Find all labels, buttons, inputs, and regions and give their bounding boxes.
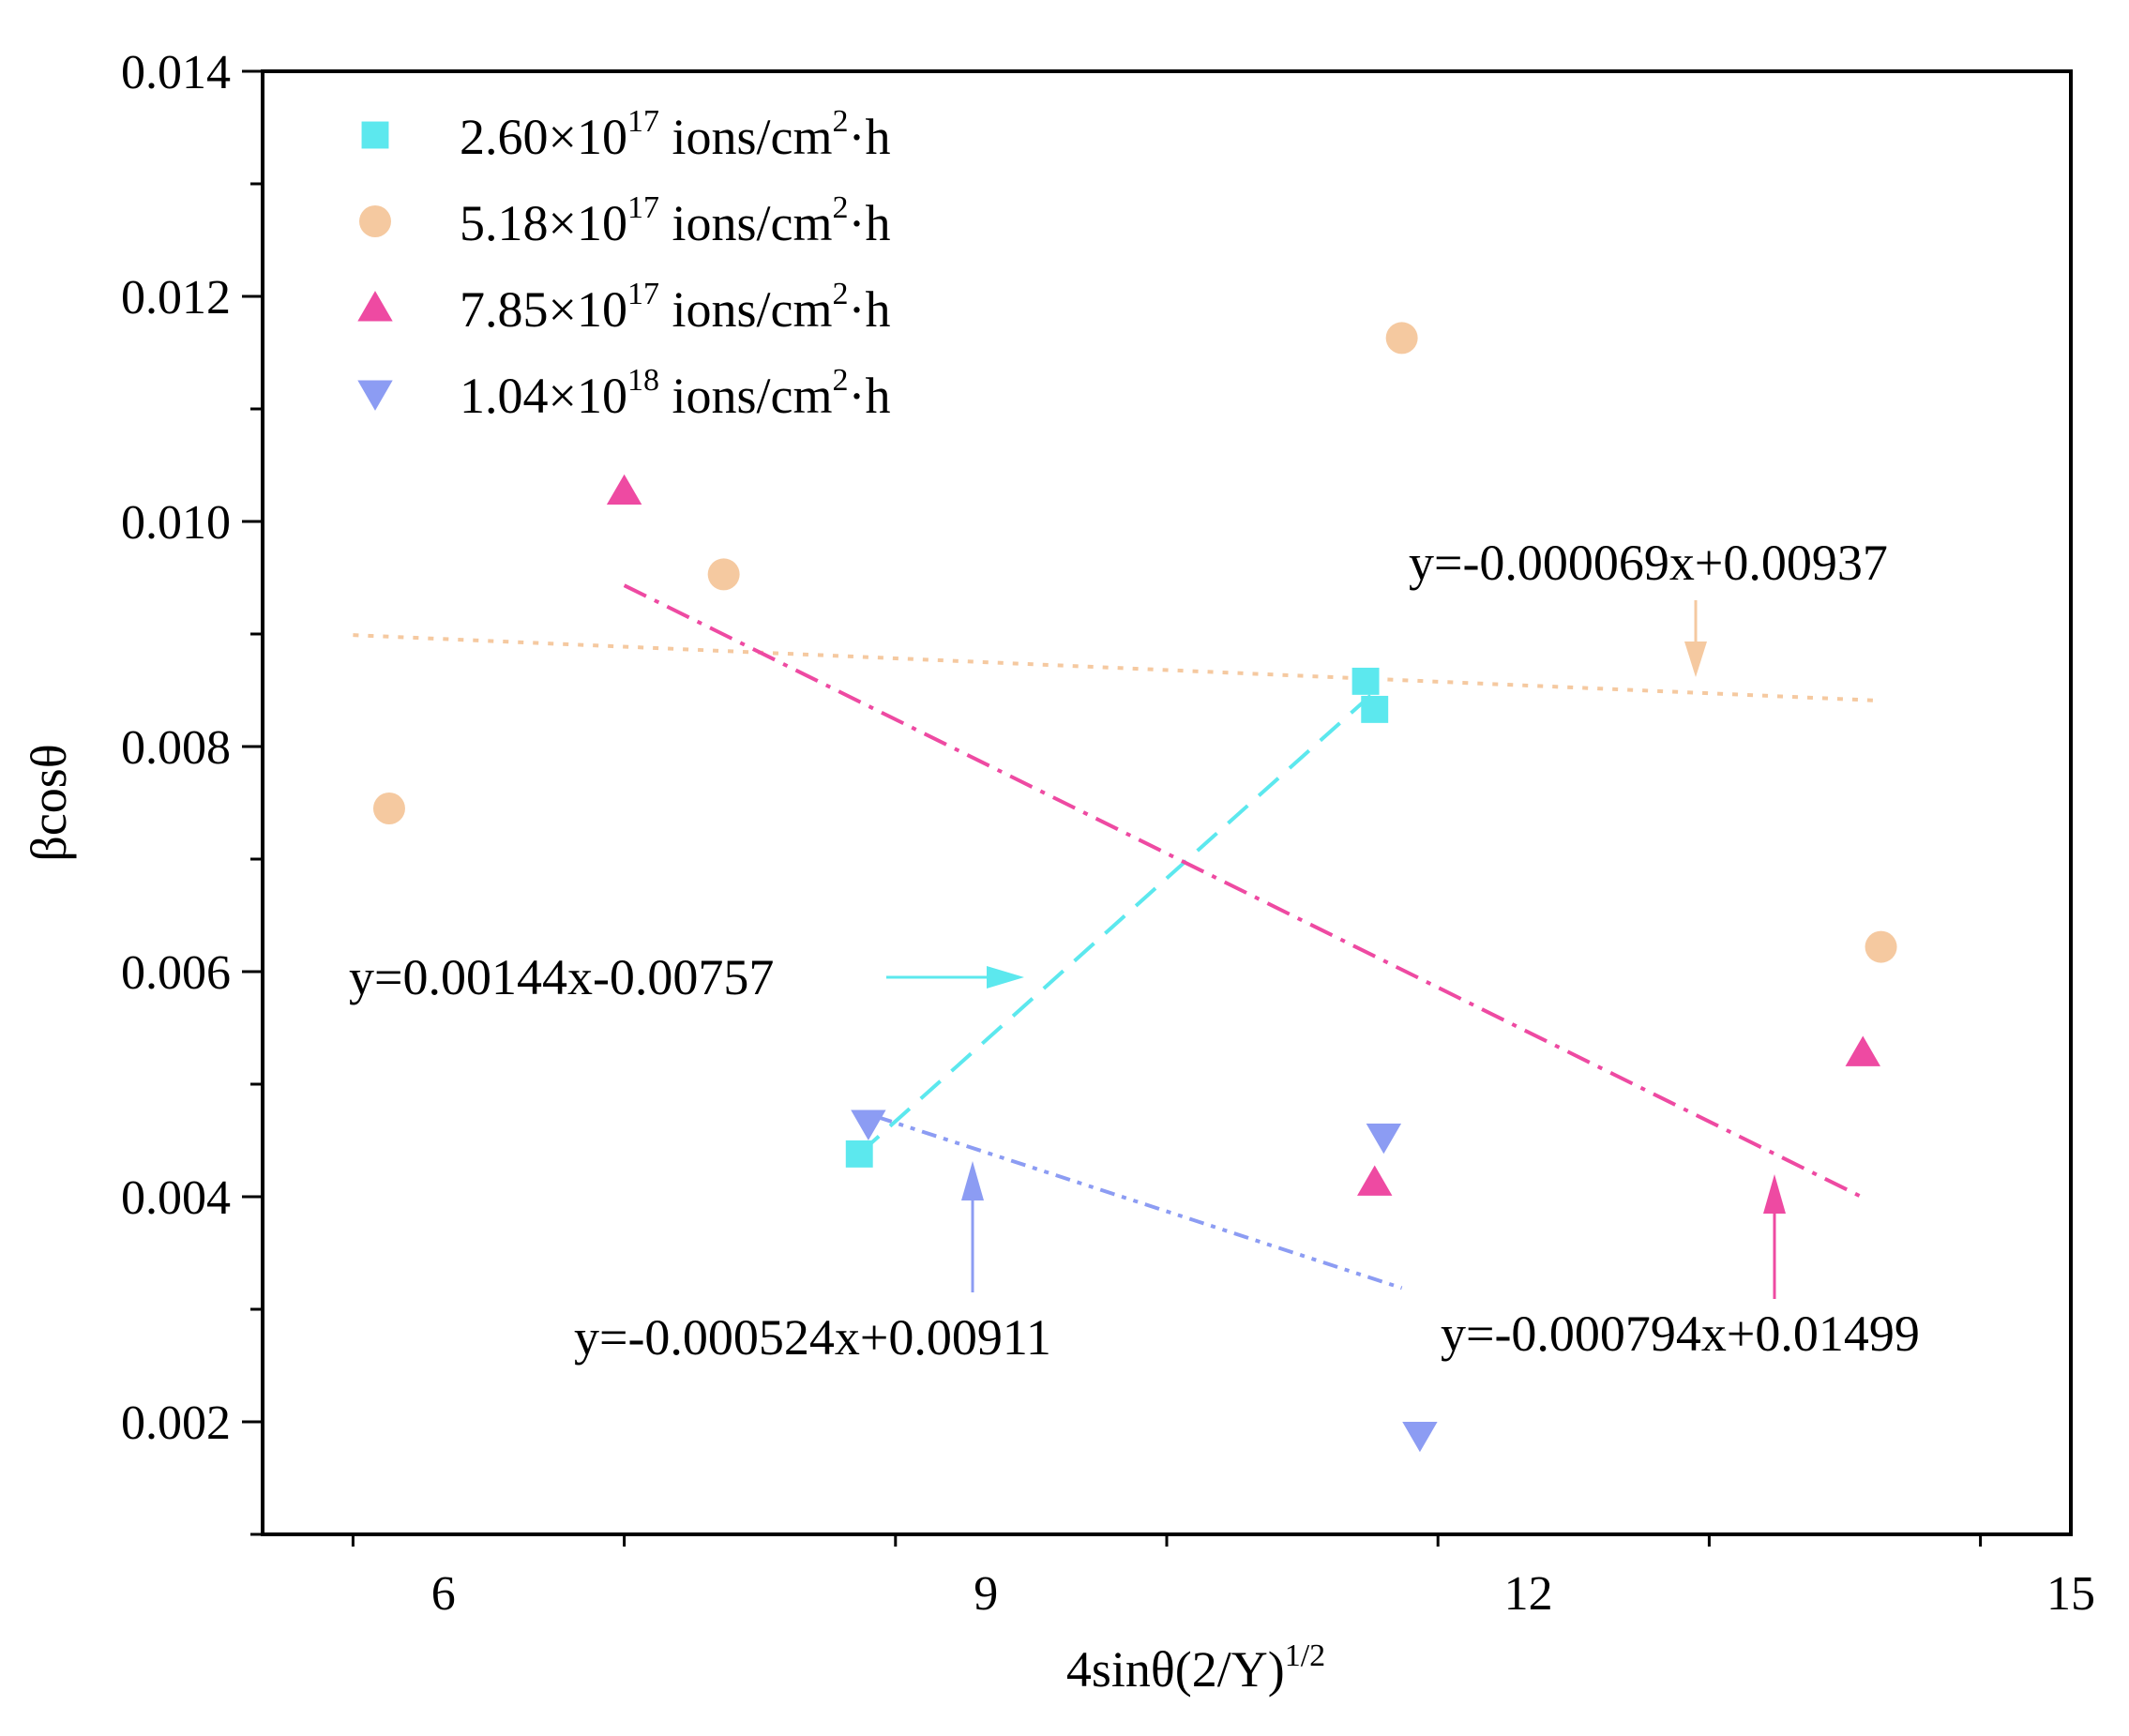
data-point-series-0 xyxy=(1351,667,1380,695)
x-axis-title-sup: 1/2 xyxy=(1285,1638,1325,1673)
y-tick-label: 0.012 xyxy=(121,271,231,325)
arrow-orange xyxy=(1684,600,1707,677)
legend-text-part: ions/cm xyxy=(659,281,833,338)
legend-superscript: 17 xyxy=(627,277,659,311)
legend-label-series-2: 7.85×1017 ions/cm2·h xyxy=(460,277,890,338)
data-point-series-1 xyxy=(1385,322,1418,355)
legend-superscript: 18 xyxy=(627,363,659,398)
legend-marker-series-2 xyxy=(357,291,393,322)
legend-marker-series-3 xyxy=(357,380,393,411)
fit-line-series-0 xyxy=(857,690,1377,1155)
data-point-series-2 xyxy=(606,474,642,506)
markers xyxy=(372,322,1897,1453)
arrow-magenta xyxy=(1763,1174,1786,1299)
data-point-series-3 xyxy=(1366,1123,1402,1155)
x-tick-label: 6 xyxy=(431,1567,456,1621)
equation-annotations: y=0.00144x-0.00757 y=-0.000069x+0.00937 … xyxy=(349,535,1920,1366)
y-axis-title: βcosθ xyxy=(21,744,77,861)
legend-text-part: ions/cm xyxy=(659,195,833,251)
legend-text-part: 5.18×10 xyxy=(460,195,627,251)
legend-text-part: ·h xyxy=(848,195,890,251)
legend-superscript: 17 xyxy=(627,190,659,225)
legend-superscript: 2 xyxy=(832,363,848,398)
y-axis-ticks: 0.002 0.004 0.006 0.008 0.010 0.012 0.014 xyxy=(121,46,263,1536)
y-tick-label: 0.010 xyxy=(121,496,231,550)
legend-text-part: 7.85×10 xyxy=(460,281,627,338)
y-tick-label: 0.014 xyxy=(121,46,231,99)
data-point-series-3 xyxy=(1402,1421,1438,1453)
y-tick-label: 0.008 xyxy=(121,721,231,775)
plot-area xyxy=(263,71,2071,1534)
equation-label-orange: y=-0.000069x+0.00937 xyxy=(1409,535,1888,591)
y-tick-label: 0.002 xyxy=(121,1396,231,1450)
fit-line-series-3 xyxy=(876,1115,1403,1291)
y-tick-label: 0.004 xyxy=(121,1171,231,1225)
arrow-blue xyxy=(961,1161,984,1292)
data-point-series-2 xyxy=(1357,1165,1393,1196)
x-tick-label: 9 xyxy=(974,1567,998,1621)
legend-label-series-0: 2.60×1017 ions/cm2·h xyxy=(460,104,890,165)
legend-marker-series-1 xyxy=(359,205,391,237)
x-axis-title-base: 4sinθ(2/Y) xyxy=(1066,1641,1285,1698)
legend-superscript: 17 xyxy=(627,104,659,139)
legend-text-part: 2.60×10 xyxy=(460,109,627,165)
legend-text-part: 1.04×10 xyxy=(460,368,627,424)
data-point-series-1 xyxy=(707,558,740,591)
legend-text-part: ·h xyxy=(848,368,890,424)
legend-text-part: ions/cm xyxy=(659,368,833,424)
equation-label-blue: y=-0.000524x+0.00911 xyxy=(574,1309,1051,1366)
legend-marker-series-0 xyxy=(361,121,389,149)
x-axis-ticks: 6 9 12 15 xyxy=(351,1534,2095,1621)
data-point-series-2 xyxy=(1845,1035,1880,1066)
legend-superscript: 2 xyxy=(832,277,848,311)
data-point-series-0 xyxy=(1361,695,1389,723)
data-point-series-0 xyxy=(845,1140,873,1168)
equation-label-magenta: y=-0.000794x+0.01499 xyxy=(1441,1306,1920,1362)
legend-label-series-1: 5.18×1017 ions/cm2·h xyxy=(460,190,890,251)
x-tick-label: 12 xyxy=(1504,1567,1553,1621)
data-point-series-1 xyxy=(1865,930,1897,963)
fit-line-series-2 xyxy=(623,583,1865,1200)
legend-text-part: ·h xyxy=(848,281,890,338)
legend-text-part: ions/cm xyxy=(659,109,833,165)
x-axis-title: 4sinθ(2/Y)1/2 xyxy=(1066,1638,1325,1698)
legend-text-part: ·h xyxy=(848,109,890,165)
data-point-series-1 xyxy=(372,793,405,824)
fit-lines xyxy=(353,583,1881,1291)
x-tick-label: 15 xyxy=(2046,1567,2095,1621)
arrow-cyan xyxy=(886,966,1024,989)
equation-label-cyan: y=0.00144x-0.00757 xyxy=(349,949,774,1005)
legend-label-series-3: 1.04×1018 ions/cm2·h xyxy=(460,363,890,424)
legend: 2.60×1017 ions/cm2·h5.18×1017 ions/cm2·h… xyxy=(357,104,890,424)
legend-superscript: 2 xyxy=(832,104,848,139)
legend-superscript: 2 xyxy=(832,190,848,225)
y-tick-label: 0.006 xyxy=(121,946,231,1000)
data-point-series-3 xyxy=(851,1110,886,1140)
